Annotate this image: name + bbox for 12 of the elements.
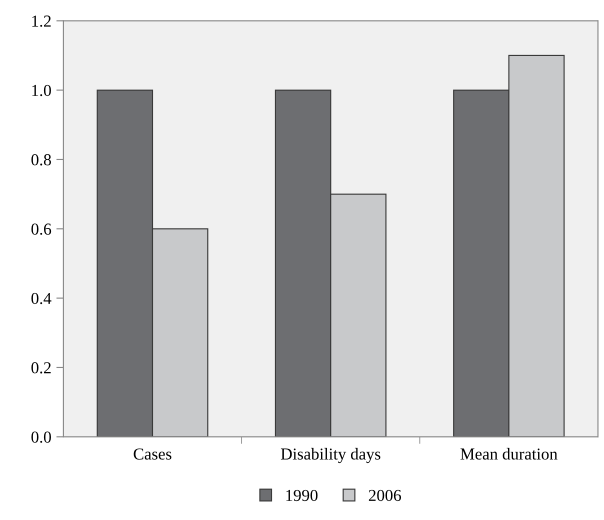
y-tick-label: 0.6 [31,224,52,235]
y-tick-label: 0.4 [31,292,52,304]
y-tick-label: 1.0 [32,84,51,96]
y-tick-label: 1.2 [32,16,51,27]
y-tick-label: 0.0 [31,432,51,443]
x-tick-label: Mean duration [460,448,558,460]
y-tick-label: 0.2 [31,362,51,374]
x-tick-label: Disability days [280,448,380,464]
y-tick-label: 0.8 [31,154,51,166]
legend-label: 1990 [286,490,318,502]
legend-label: 2006 [368,490,402,502]
x-tick-label: Cases [134,448,172,460]
